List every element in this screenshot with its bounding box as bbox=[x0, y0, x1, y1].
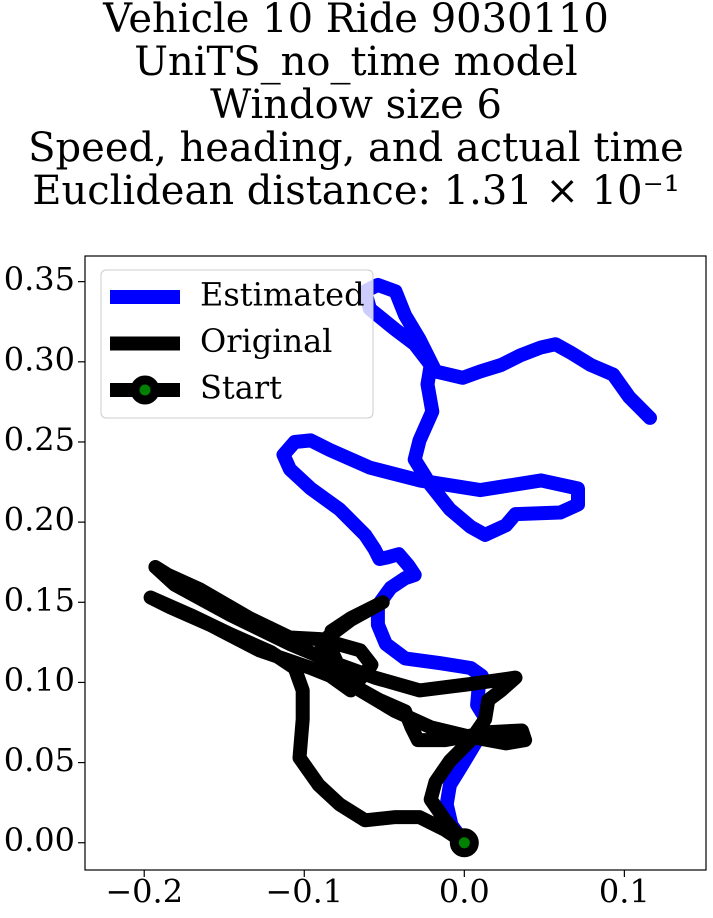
chart-title: Euclidean distance: 1.31 × 10⁻¹ bbox=[32, 168, 679, 214]
legend: Estimated Original Start bbox=[100, 269, 374, 419]
legend-label: Original bbox=[200, 322, 332, 360]
y-tick-label: 0.25 bbox=[4, 420, 75, 458]
y-tick-label: 0.35 bbox=[4, 260, 75, 298]
legend-label: Estimated bbox=[200, 276, 365, 314]
trajectory-line bbox=[276, 277, 657, 850]
x-tick-label: −0.2 bbox=[105, 873, 183, 911]
chart-title: Window size 6 bbox=[210, 82, 502, 128]
legend-box bbox=[100, 269, 374, 419]
y-tick-label: 0.30 bbox=[4, 340, 75, 378]
y-tick-label: 0.00 bbox=[4, 821, 75, 859]
x-tick-label: 0.0 bbox=[439, 873, 490, 911]
y-tick-label: 0.20 bbox=[4, 501, 75, 539]
axes: −0.2 −0.1 0.0 0.1 0.00 0.05 0.10 0.15 0.20 0.25 0.… bbox=[4, 260, 650, 910]
chart-title: Vehicle 10 Ride 9030110 bbox=[102, 0, 609, 42]
y-tick-label: 0.10 bbox=[4, 661, 75, 699]
trajectory-line bbox=[143, 560, 533, 850]
legend-label: Start bbox=[200, 369, 282, 407]
y-tick-label: 0.15 bbox=[4, 581, 75, 619]
x-tick-label: 0.1 bbox=[599, 873, 650, 911]
plot-frame bbox=[84, 255, 707, 871]
start-marker bbox=[449, 828, 479, 858]
chart-title: Speed, heading, and actual time bbox=[28, 125, 684, 171]
legend-marker bbox=[130, 375, 160, 405]
x-tick-label: −0.1 bbox=[265, 873, 343, 911]
chart-title: UniTS_no_time model bbox=[134, 39, 577, 85]
plot-area bbox=[143, 277, 657, 858]
y-tick-label: 0.05 bbox=[4, 741, 75, 779]
